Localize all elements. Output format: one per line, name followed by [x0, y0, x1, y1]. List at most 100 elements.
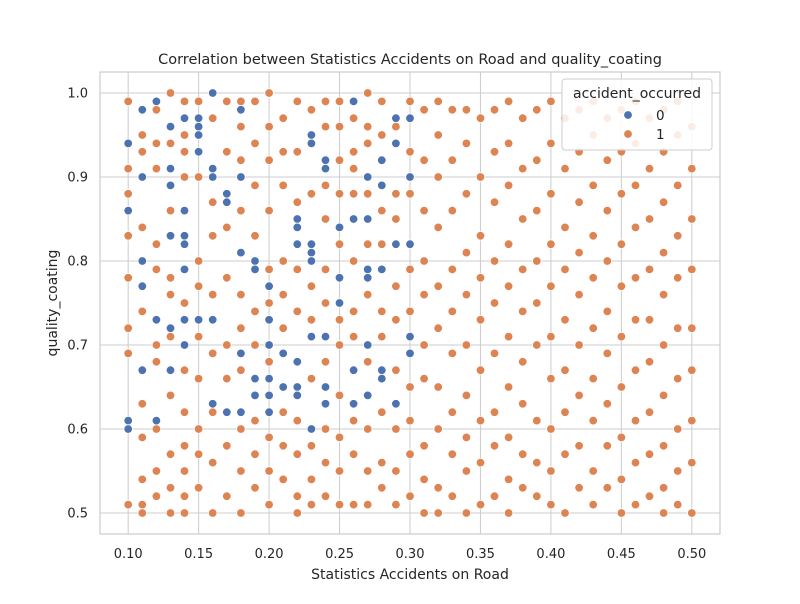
scatter-point-1 [264, 298, 274, 308]
scatter-point-1 [546, 331, 556, 342]
scatter-point-1 [560, 222, 570, 233]
scatter-point-1 [447, 105, 458, 115]
scatter-point-1 [207, 231, 218, 241]
scatter-point-1 [320, 457, 331, 468]
scatter-point-0 [292, 357, 303, 367]
scatter-point-1 [588, 323, 598, 333]
scatter-point-1 [574, 441, 584, 451]
scatter-point-1 [348, 147, 359, 157]
scatter-point-1 [278, 407, 288, 417]
scatter-point-1 [236, 96, 246, 107]
scatter-point-1 [320, 357, 331, 367]
scatter-point-1 [405, 147, 415, 157]
scatter-point-1 [264, 264, 274, 275]
scatter-point-0 [363, 172, 373, 182]
scatter-point-0 [193, 147, 204, 157]
scatter-point-0 [207, 163, 218, 174]
scatter-point-1 [644, 357, 655, 367]
scatter-point-1 [419, 373, 429, 384]
scatter-point-1 [222, 373, 232, 384]
scatter-point-1 [264, 205, 274, 216]
scatter-point-1 [137, 432, 148, 443]
scatter-point-0 [250, 264, 260, 275]
scatter-point-1 [264, 466, 274, 476]
scatter-point-1 [475, 457, 486, 468]
scatter-point-1 [588, 180, 598, 191]
scatter-point-1 [574, 289, 584, 300]
scatter-point-1 [222, 222, 232, 233]
scatter-point-1 [137, 508, 148, 518]
scatter-point-1 [348, 163, 359, 174]
scatter-point-1 [588, 231, 598, 241]
y-tick-label: 0.6 [67, 423, 88, 438]
scatter-point-1 [518, 113, 528, 123]
scatter-point-1 [518, 449, 528, 459]
scatter-point-0 [320, 331, 331, 342]
scatter-point-1 [503, 432, 514, 443]
scatter-point-1 [179, 96, 190, 107]
scatter-point-1 [151, 138, 162, 149]
scatter-point-1 [687, 264, 697, 275]
scatter-point-1 [264, 357, 274, 367]
scatter-point-1 [151, 357, 162, 367]
scatter-point-1 [447, 449, 458, 459]
scatter-point-0 [137, 365, 148, 375]
scatter-point-0 [405, 348, 415, 359]
scatter-point-1 [503, 138, 514, 149]
scatter-point-1 [475, 365, 486, 375]
scatter-point-1 [630, 365, 641, 375]
scatter-point-1 [616, 382, 627, 392]
scatter-point-1 [193, 449, 204, 459]
scatter-point-1 [560, 365, 570, 375]
scatter-point-1 [320, 491, 331, 501]
scatter-point-1 [687, 415, 697, 426]
scatter-point-1 [151, 239, 162, 249]
scatter-point-1 [363, 424, 373, 434]
scatter-point-1 [503, 96, 514, 107]
scatter-point-1 [334, 96, 345, 107]
scatter-point-1 [391, 189, 401, 199]
scatter-point-0 [207, 88, 218, 98]
scatter-point-0 [151, 96, 162, 107]
scatter-point-1 [658, 483, 669, 493]
scatter-point-0 [179, 205, 190, 216]
scatter-point-0 [306, 239, 317, 249]
scatter-point-1 [447, 348, 458, 359]
scatter-point-1 [687, 365, 697, 375]
scatter-point-0 [405, 113, 415, 123]
scatter-point-1 [532, 415, 542, 426]
scatter-point-1 [306, 281, 317, 291]
scatter-point-1 [193, 172, 204, 182]
scatter-point-1 [250, 138, 260, 149]
scatter-point-1 [658, 390, 669, 401]
scatter-point-1 [391, 281, 401, 291]
scatter-point-1 [137, 222, 148, 233]
scatter-point-0 [264, 407, 274, 417]
scatter-point-1 [673, 231, 683, 241]
scatter-point-1 [193, 331, 204, 342]
scatter-point-1 [137, 499, 148, 510]
scatter-point-1 [419, 474, 429, 485]
scatter-point-1 [588, 499, 598, 510]
scatter-point-1 [348, 415, 359, 426]
scatter-point-0 [179, 340, 190, 350]
scatter-point-1 [292, 147, 303, 157]
scatter-point-0 [377, 264, 387, 275]
scatter-point-1 [137, 474, 148, 485]
scatter-point-0 [250, 390, 260, 401]
scatter-point-1 [602, 483, 613, 493]
scatter-point-0 [264, 390, 274, 401]
scatter-point-0 [236, 172, 246, 182]
scatter-point-1 [363, 88, 373, 98]
scatter-point-1 [123, 163, 133, 174]
scatter-point-0 [348, 96, 359, 107]
scatter-point-1 [673, 273, 683, 283]
scatter-point-1 [151, 340, 162, 350]
scatter-point-1 [546, 499, 556, 510]
scatter-point-1 [123, 499, 133, 510]
scatter-point-1 [334, 121, 345, 132]
scatter-point-1 [151, 466, 162, 476]
scatter-point-0 [391, 113, 401, 123]
scatter-point-0 [165, 231, 176, 241]
